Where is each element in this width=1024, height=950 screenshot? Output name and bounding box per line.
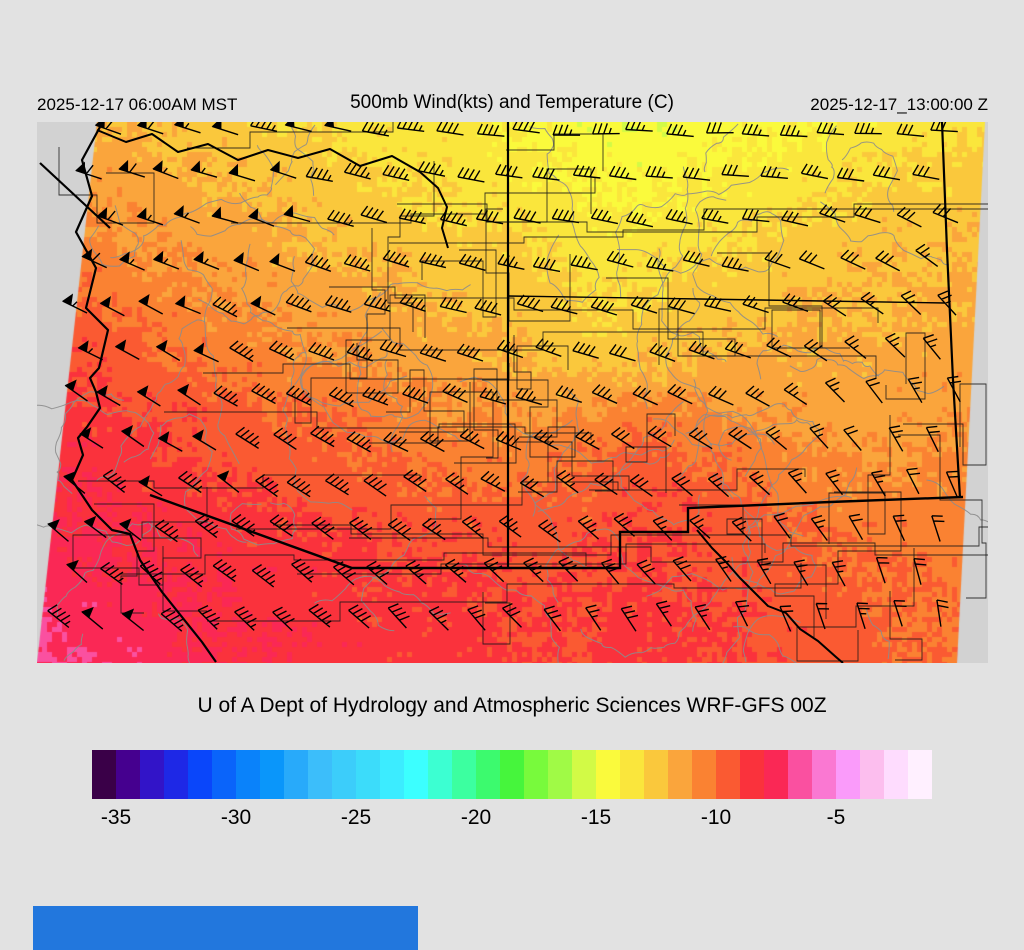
- valid-time-local: 2025-12-17 06:00AM MST: [37, 95, 238, 114]
- colorbar-segment: [764, 750, 788, 799]
- colorbar-tick-label: -15: [580, 806, 612, 829]
- mexico-border: [149, 493, 964, 570]
- colorbar-segment: [332, 750, 356, 799]
- valid-time-utc: 2025-12-17_13:00:00 Z: [810, 95, 988, 114]
- colorbar-tick-label: -10: [700, 806, 732, 829]
- colorbar-segment: [308, 750, 332, 799]
- colorbar-segment: [836, 750, 860, 799]
- colorbar-segment: [380, 750, 404, 799]
- rio-grande: [696, 529, 844, 663]
- colorbar-segment: [452, 750, 476, 799]
- page-title: 500mb Wind(kts) and Temperature (C): [350, 92, 674, 113]
- colorbar-segment: [884, 750, 908, 799]
- colorbar-segment: [428, 750, 452, 799]
- colorbar-segment: [116, 750, 140, 799]
- colorbar-segment: [164, 750, 188, 799]
- colorbar-tick-label: -5: [826, 806, 846, 829]
- colorbar-tick-label: -30: [220, 806, 252, 829]
- colorbar-segment: [596, 750, 620, 799]
- upper-colorado-river: [96, 129, 449, 249]
- colorbar-segment: [908, 750, 932, 799]
- colorbar-segment: [860, 750, 884, 799]
- colorbar-segment: [788, 750, 812, 799]
- map-overlay: [37, 122, 988, 663]
- nevada-diagonal: [39, 162, 111, 229]
- colorbar-tick-labels: -35 -30 -25 -20 -15 -10 -5: [0, 806, 1024, 832]
- wind-barbs: [47, 122, 962, 632]
- colorbar-segment: [404, 750, 428, 799]
- colorbar-segment: [668, 750, 692, 799]
- colorbar-segment: [812, 750, 836, 799]
- rivers: [70, 126, 844, 663]
- colorbar-segment: [548, 750, 572, 799]
- colorbar-segment: [572, 750, 596, 799]
- temperature-colorbar: [92, 750, 932, 799]
- colorbar-tick-label: -25: [340, 806, 372, 829]
- colorbar-segment: [620, 750, 644, 799]
- colorbar-segment: [740, 750, 764, 799]
- state-borders: [39, 122, 964, 570]
- colorbar-segment: [188, 750, 212, 799]
- colorbar-tick-label: -35: [100, 806, 132, 829]
- texas-border: [940, 122, 962, 499]
- colorbar-segment: [476, 750, 500, 799]
- colorbar-segment: [524, 750, 548, 799]
- colorbar-segment: [356, 750, 380, 799]
- colorbar-segment: [284, 750, 308, 799]
- terrain-contours: [37, 122, 988, 663]
- footer-blue-bar: [33, 906, 418, 950]
- colorbar-segment: [692, 750, 716, 799]
- colorbar-segment: [260, 750, 284, 799]
- colorbar-segment: [140, 750, 164, 799]
- colorbar-segment: [500, 750, 524, 799]
- colorbar-segment: [716, 750, 740, 799]
- weather-map: [37, 122, 988, 663]
- colorbar-segment: [644, 750, 668, 799]
- colorbar-segment: [236, 750, 260, 799]
- colorbar-segment: [92, 750, 116, 799]
- colorbar-tick-label: -20: [460, 806, 492, 829]
- credit-caption: U of A Dept of Hydrology and Atmospheric…: [197, 694, 827, 717]
- county-lines: [58, 122, 988, 662]
- colorado-nm-line: [507, 295, 946, 304]
- colorbar-segment: [212, 750, 236, 799]
